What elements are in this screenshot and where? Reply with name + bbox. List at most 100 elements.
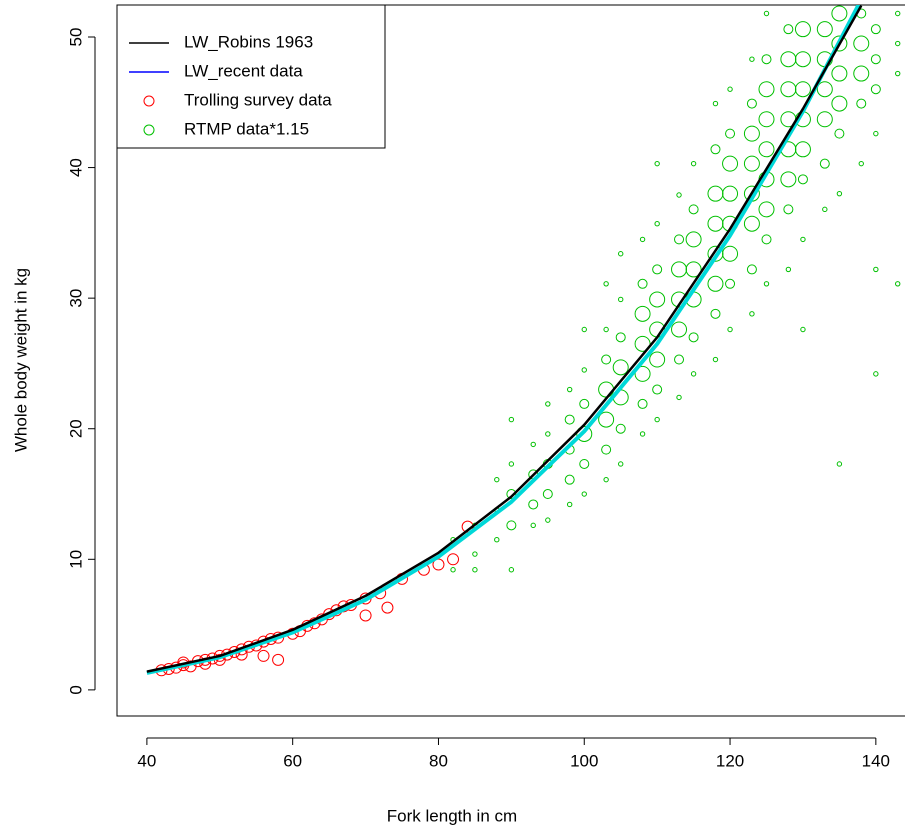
point (794, 141, 811, 158)
point (671, 261, 688, 278)
point (685, 261, 702, 278)
legend-label: LW_recent data (184, 61, 303, 80)
point (758, 141, 775, 158)
point (615, 332, 626, 343)
point (688, 332, 699, 343)
point (780, 81, 797, 98)
point (506, 520, 517, 531)
point (836, 190, 843, 197)
point (601, 444, 612, 455)
x-tick-label: 100 (570, 751, 598, 770)
legend-label: LW_Robins 1963 (184, 32, 313, 51)
point (707, 215, 724, 232)
point (853, 35, 870, 52)
point (676, 192, 682, 198)
point (783, 204, 794, 215)
point (618, 296, 624, 303)
point (873, 371, 879, 377)
point (542, 489, 553, 500)
point (494, 537, 500, 543)
point (743, 155, 760, 172)
point (727, 326, 733, 333)
point (831, 65, 848, 82)
point (761, 54, 772, 65)
point (749, 311, 755, 317)
legend-label: RTMP data*1.15 (184, 119, 309, 138)
point (870, 84, 881, 95)
point (758, 201, 775, 218)
point (447, 553, 460, 566)
point (359, 609, 372, 622)
point (603, 476, 609, 483)
point (508, 567, 515, 573)
point (895, 70, 901, 77)
point (873, 266, 879, 273)
point (581, 326, 587, 333)
point (816, 111, 833, 128)
point (494, 476, 500, 483)
point (639, 431, 646, 437)
point (743, 125, 760, 142)
point (783, 24, 794, 35)
point (566, 501, 573, 508)
point (634, 335, 651, 352)
point (749, 56, 755, 62)
point (603, 281, 609, 287)
point (722, 185, 739, 202)
point (712, 356, 719, 363)
point (579, 458, 590, 469)
point (856, 98, 867, 109)
point (649, 351, 666, 368)
y-tick-label: 30 (66, 289, 85, 308)
point (870, 24, 881, 35)
point (780, 171, 797, 188)
point (743, 215, 760, 232)
x-tick-label: 120 (716, 751, 744, 770)
point (710, 308, 721, 319)
point (654, 221, 660, 227)
point (707, 185, 724, 202)
x-tick-label: 80 (429, 751, 448, 770)
point (472, 551, 478, 557)
point (727, 86, 733, 92)
point (785, 266, 792, 273)
point (508, 461, 515, 467)
x-axis-title: Fork length in cm (387, 806, 517, 825)
y-axis-title: Whole body weight in kg (11, 268, 30, 452)
point (598, 381, 615, 398)
point (794, 51, 811, 68)
point (895, 40, 901, 47)
point (615, 423, 626, 434)
y-tick-label: 0 (66, 685, 85, 694)
plot-area (146, 5, 901, 677)
x-tick-label: 60 (283, 751, 302, 770)
point (564, 414, 575, 425)
y-tick-label: 40 (66, 158, 85, 177)
point (819, 158, 830, 169)
legend-marker (143, 95, 155, 107)
point (545, 431, 551, 437)
plot-box (116, 4, 905, 717)
legend-marker (143, 124, 155, 136)
point (895, 10, 901, 17)
curve (146, 5, 863, 673)
point (690, 160, 697, 167)
point (761, 234, 772, 245)
x-tick-label: 40 (137, 751, 156, 770)
y-tick-label: 50 (66, 28, 85, 47)
point (895, 281, 901, 287)
point (674, 354, 685, 365)
point (634, 305, 651, 322)
point (508, 416, 515, 423)
point (794, 21, 811, 38)
point (671, 321, 688, 338)
point (654, 416, 660, 423)
point (618, 251, 624, 257)
point (831, 95, 848, 112)
point (873, 130, 879, 137)
point (530, 522, 536, 529)
point (272, 653, 285, 666)
point (581, 367, 587, 373)
point (545, 517, 551, 523)
